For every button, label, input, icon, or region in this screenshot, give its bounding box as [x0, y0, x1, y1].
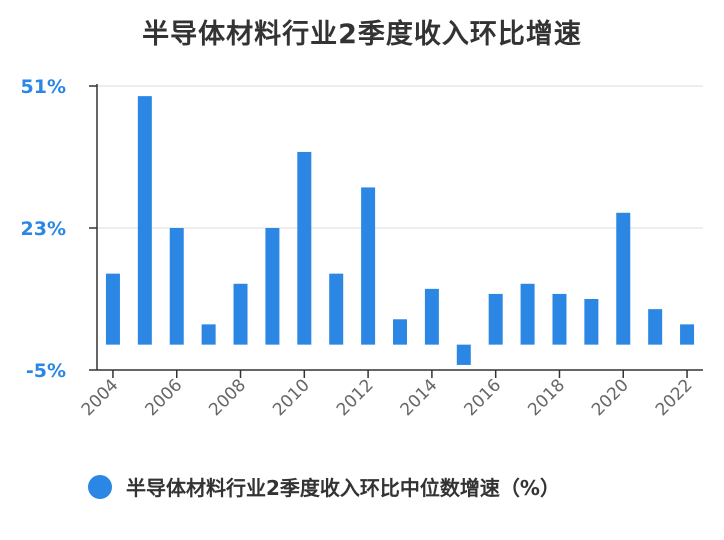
bar-2015: [456, 344, 471, 365]
x-tick-label: 2022: [652, 375, 697, 420]
bar-2004: [105, 273, 120, 345]
chart-title: 半导体材料行业2季度收入环比增速: [142, 19, 582, 50]
bar-2012: [361, 187, 376, 345]
x-tick-label: 2004: [78, 375, 123, 420]
x-tick-label: 2016: [460, 375, 505, 420]
x-tick-label: 2018: [524, 375, 569, 420]
x-tick-label: 2006: [142, 375, 187, 420]
y-tick-label: 51%: [21, 76, 66, 98]
legend-label: 半导体材料行业2季度收入环比中位数增速（%）: [126, 476, 560, 500]
bar-2007: [201, 324, 216, 345]
bar-2013: [393, 319, 407, 345]
x-tick-label: 2020: [588, 375, 633, 420]
bar-2011: [329, 273, 344, 345]
x-tick-labels: 2004 2006 2008 2010 2012 2014 2016 2018 2020 2022: [78, 375, 697, 420]
x-tick-label: 2008: [205, 375, 250, 420]
bar-2018: [552, 293, 567, 345]
bar-2009: [265, 228, 280, 345]
bar-2020: [616, 212, 631, 345]
bars: [105, 96, 695, 365]
bar-2021: [648, 309, 663, 345]
bar-2014: [424, 288, 439, 345]
bar-2016: [488, 293, 503, 345]
x-tick-label: 2010: [269, 375, 314, 420]
axes: [89, 84, 703, 378]
y-tick-label: 23%: [21, 218, 66, 240]
y-tick-labels: 51% 23% -5%: [21, 76, 66, 382]
bar-2008: [233, 283, 248, 345]
bar-2006: [169, 228, 184, 345]
x-tick-label: 2014: [397, 375, 442, 420]
bar-2005: [137, 96, 152, 345]
x-tick-label: 2012: [333, 375, 378, 420]
y-tick-label: -5%: [26, 360, 66, 382]
legend-swatch: [88, 474, 112, 499]
bar-2019: [584, 299, 599, 345]
bar-2017: [520, 283, 535, 345]
legend: 半导体材料行业2季度收入环比中位数增速（%）: [88, 472, 560, 501]
bar-2022: [680, 324, 695, 345]
bar-2010: [297, 151, 312, 345]
